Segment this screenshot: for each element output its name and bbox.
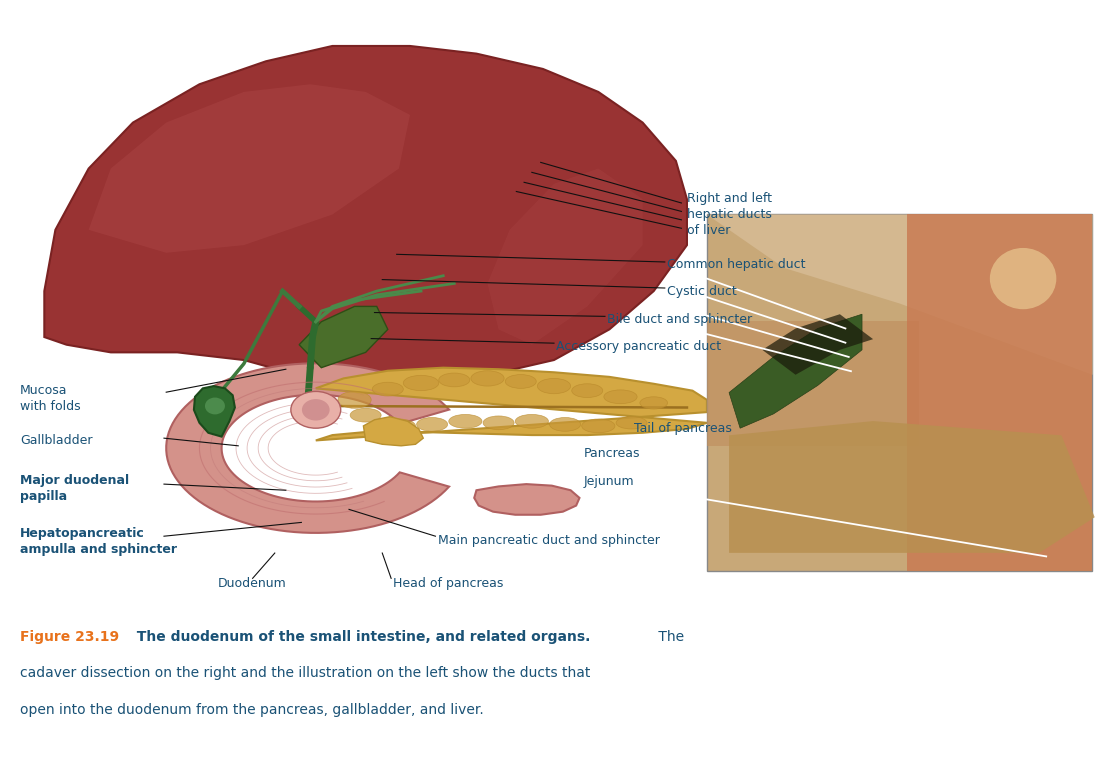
Bar [907, 214, 1092, 571]
Ellipse shape [616, 417, 647, 429]
Text: The: The [654, 630, 684, 643]
Ellipse shape [989, 248, 1056, 309]
Text: Gallbladder: Gallbladder [20, 434, 92, 447]
Ellipse shape [550, 417, 581, 431]
Text: Right and left
hepatic ducts
of liver: Right and left hepatic ducts of liver [687, 192, 772, 237]
Polygon shape [762, 314, 873, 375]
Bar [707, 214, 1092, 571]
Ellipse shape [290, 391, 341, 428]
Text: Duodenum: Duodenum [218, 578, 287, 590]
Ellipse shape [350, 408, 381, 422]
Polygon shape [44, 46, 687, 383]
Polygon shape [707, 214, 1092, 375]
Polygon shape [729, 314, 862, 428]
Polygon shape [363, 417, 423, 446]
Ellipse shape [572, 384, 603, 398]
Ellipse shape [403, 375, 439, 391]
Text: Figure 23.19: Figure 23.19 [20, 630, 119, 643]
Polygon shape [488, 169, 643, 345]
Ellipse shape [301, 399, 330, 421]
Text: Hepatopancreatic
ampulla and sphincter: Hepatopancreatic ampulla and sphincter [20, 527, 177, 556]
Text: Cystic duct: Cystic duct [667, 285, 737, 297]
Text: Head of pancreas: Head of pancreas [393, 578, 504, 590]
Polygon shape [194, 386, 235, 437]
Ellipse shape [639, 397, 667, 409]
Ellipse shape [537, 378, 571, 394]
Text: Mucosa
with folds: Mucosa with folds [20, 384, 81, 413]
Text: The duodenum of the small intestine, and related organs.: The duodenum of the small intestine, and… [127, 630, 591, 643]
Ellipse shape [449, 414, 482, 428]
Text: Pancreas: Pancreas [584, 447, 640, 460]
Ellipse shape [439, 373, 470, 387]
Ellipse shape [582, 419, 615, 433]
Ellipse shape [471, 371, 504, 386]
Polygon shape [729, 421, 1095, 553]
Text: Accessory pancreatic duct: Accessory pancreatic duct [556, 340, 721, 352]
Ellipse shape [505, 375, 536, 388]
Ellipse shape [417, 417, 448, 431]
Text: Bile duct and sphincter: Bile duct and sphincter [607, 313, 752, 326]
Polygon shape [166, 363, 449, 533]
Bar [707, 322, 919, 446]
Ellipse shape [515, 414, 548, 428]
Ellipse shape [483, 416, 514, 430]
Text: cadaver dissection on the right and the illustration on the left show the ducts : cadaver dissection on the right and the … [20, 666, 591, 680]
Polygon shape [474, 484, 579, 515]
Ellipse shape [372, 382, 403, 396]
Text: Major duodenal
papilla: Major duodenal papilla [20, 474, 129, 503]
Ellipse shape [604, 390, 637, 404]
Polygon shape [316, 368, 707, 440]
Ellipse shape [205, 398, 225, 414]
Ellipse shape [382, 419, 416, 433]
Text: Tail of pancreas: Tail of pancreas [634, 423, 731, 435]
Text: open into the duodenum from the pancreas, gallbladder, and liver.: open into the duodenum from the pancreas… [20, 703, 484, 717]
Polygon shape [299, 306, 388, 368]
Text: Main pancreatic duct and sphincter: Main pancreatic duct and sphincter [438, 534, 659, 546]
Text: Common hepatic duct: Common hepatic duct [667, 258, 806, 270]
Text: Jejunum: Jejunum [584, 475, 635, 487]
Ellipse shape [338, 391, 371, 408]
Polygon shape [89, 84, 410, 253]
